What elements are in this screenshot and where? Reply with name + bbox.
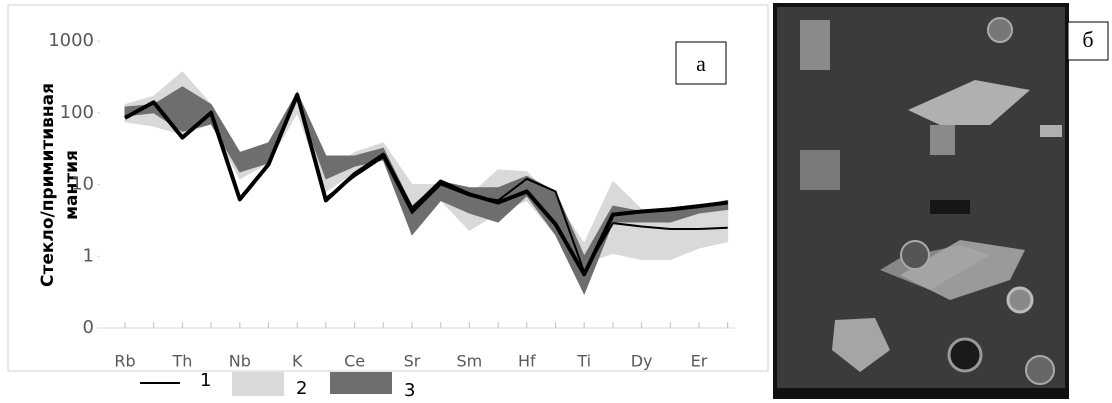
legend-label: 3 bbox=[404, 380, 415, 401]
photo-grain bbox=[800, 20, 830, 70]
x-tick-label: Ce bbox=[344, 352, 365, 371]
panel-label-box bbox=[675, 41, 727, 85]
photo-grain bbox=[908, 80, 1030, 125]
photo-label: б bbox=[1082, 27, 1093, 52]
y-axis-title: мантия bbox=[62, 150, 82, 220]
legend-swatch bbox=[330, 372, 392, 394]
photo-label-box bbox=[1067, 21, 1109, 61]
legend-swatch bbox=[232, 372, 284, 396]
photo-scale bbox=[775, 388, 1067, 397]
panel-label: а bbox=[696, 51, 706, 76]
x-tick-label: Nb bbox=[229, 352, 251, 371]
y-tick-label: 1000 bbox=[48, 30, 94, 51]
x-tick-label: K bbox=[292, 352, 303, 371]
photo-grain bbox=[832, 318, 890, 372]
chart-frame bbox=[7, 4, 769, 372]
photo-grain bbox=[800, 150, 840, 190]
y-axis-title: Стекло/примитивная bbox=[38, 83, 58, 287]
x-tick-label: Hf bbox=[518, 352, 536, 371]
photo-bg bbox=[775, 5, 1067, 397]
photo-grain bbox=[880, 245, 990, 290]
x-tick-label: Ti bbox=[576, 352, 591, 371]
photo-grain bbox=[1025, 355, 1055, 385]
line bbox=[124, 93, 728, 274]
x-tick-label: Rb bbox=[114, 352, 135, 371]
x-tick-label: Er bbox=[691, 352, 708, 371]
y-tick-label: 100 bbox=[60, 102, 94, 123]
photo-grain bbox=[947, 337, 983, 373]
y-tick-label: 1 bbox=[83, 245, 94, 266]
photo-grain bbox=[930, 200, 970, 214]
legend-label: 2 bbox=[296, 378, 307, 399]
x-tick-label: Th bbox=[171, 352, 192, 371]
photo-grain bbox=[1040, 125, 1062, 137]
x-tick-label: Dy bbox=[631, 352, 653, 371]
x-tick-label: Sm bbox=[457, 352, 483, 371]
photo-grain bbox=[1006, 286, 1034, 314]
x-tick-label: Sr bbox=[404, 352, 421, 371]
photo-grain bbox=[900, 240, 930, 270]
legend-label: 1 bbox=[200, 370, 211, 391]
y-tick-label: 0 bbox=[83, 317, 94, 338]
y-tick-label: 10 bbox=[71, 174, 94, 195]
photo-grain bbox=[987, 17, 1013, 43]
photo bbox=[773, 3, 1069, 399]
photo-grain bbox=[930, 125, 955, 155]
